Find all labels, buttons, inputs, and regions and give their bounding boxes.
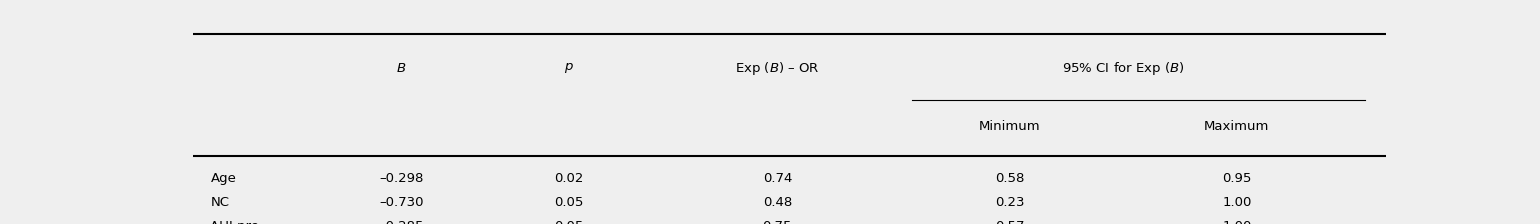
Text: 0.02: 0.02 [554,172,584,185]
Text: $B$: $B$ [396,62,407,75]
Text: 0.05: 0.05 [554,196,584,209]
Text: –0.285: –0.285 [379,220,424,224]
Text: Exp ($B$) – OR: Exp ($B$) – OR [735,60,819,77]
Text: 1.00: 1.00 [1223,220,1252,224]
Text: 0.48: 0.48 [762,196,792,209]
Text: 0.23: 0.23 [995,196,1024,209]
Text: –0.730: –0.730 [379,196,424,209]
Text: 0.57: 0.57 [995,220,1024,224]
Text: 0.75: 0.75 [762,220,792,224]
Text: –0.298: –0.298 [379,172,424,185]
Text: Maximum: Maximum [1204,121,1269,134]
Text: Minimum: Minimum [979,121,1041,134]
Text: AHI pre: AHI pre [211,220,259,224]
Text: 0.05: 0.05 [554,220,584,224]
Text: 1.00: 1.00 [1223,196,1252,209]
Text: NC: NC [211,196,229,209]
Text: 0.74: 0.74 [762,172,792,185]
Text: 0.95: 0.95 [1223,172,1252,185]
Text: 95% CI for Exp ($B$): 95% CI for Exp ($B$) [1063,60,1184,77]
Text: $p$: $p$ [564,61,573,75]
Text: Age: Age [211,172,236,185]
Text: 0.58: 0.58 [995,172,1024,185]
